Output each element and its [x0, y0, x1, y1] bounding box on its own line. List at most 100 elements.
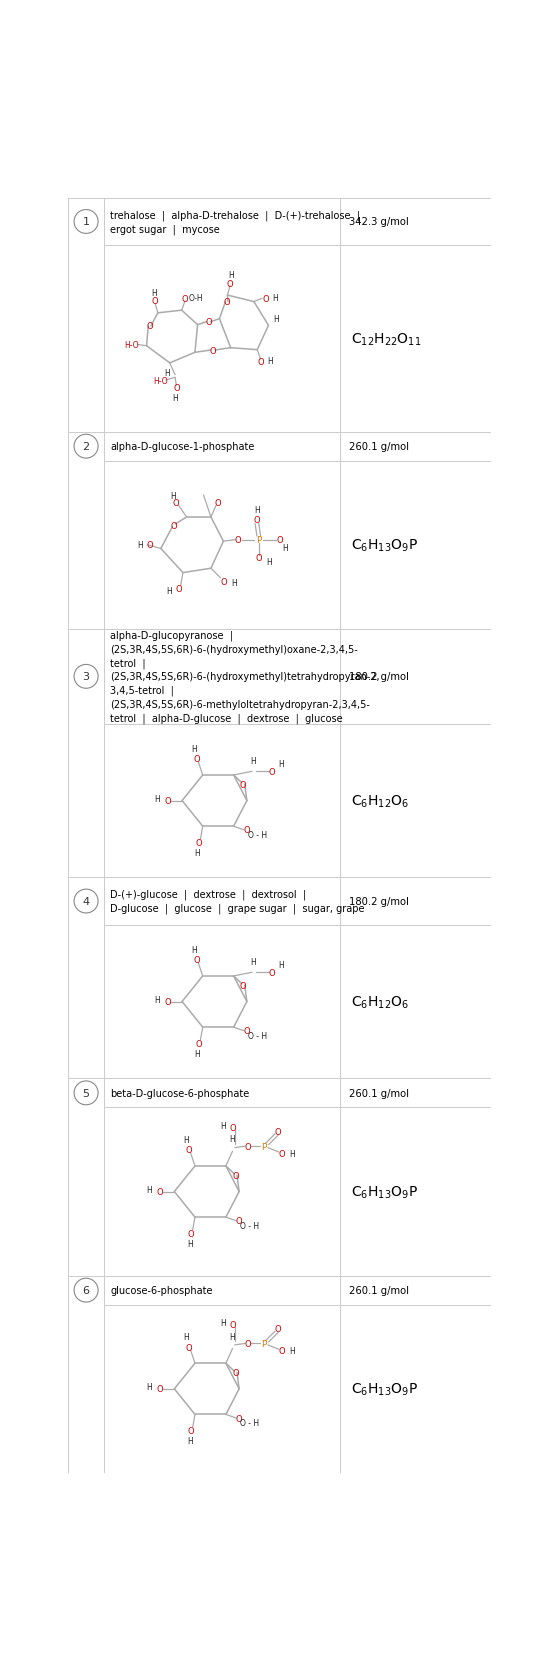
Text: P: P	[262, 1339, 267, 1349]
Text: H: H	[229, 271, 234, 280]
Bar	[104, 725, 340, 877]
Text: H: H	[195, 849, 200, 857]
Text: 180.2 g/mol: 180.2 g/mol	[349, 897, 408, 907]
Bar	[68, 629, 104, 877]
Text: O - H: O - H	[248, 831, 267, 839]
Text: H: H	[172, 394, 178, 402]
Text: 4: 4	[82, 897, 90, 907]
Text: O: O	[156, 1385, 163, 1394]
Text: O: O	[232, 1170, 239, 1180]
Text: O: O	[278, 1347, 285, 1355]
Bar	[104, 1306, 340, 1473]
Text: beta-D-glucose-6-phosphate: beta-D-glucose-6-phosphate	[110, 1089, 250, 1099]
Text: O: O	[244, 826, 250, 834]
Text: O: O	[240, 780, 246, 789]
Text: $\mathregular{C_{6}H_{13}O_{9}P}$: $\mathregular{C_{6}H_{13}O_{9}P}$	[351, 538, 418, 554]
Text: O: O	[235, 536, 241, 544]
Text: H-O: H-O	[124, 341, 139, 349]
Text: H: H	[278, 760, 283, 770]
Text: O: O	[236, 1216, 242, 1226]
Bar	[340, 925, 491, 1079]
Text: H: H	[220, 1122, 226, 1130]
Text: H: H	[146, 1185, 152, 1195]
Text: O: O	[274, 1127, 281, 1137]
Text: H: H	[232, 579, 238, 588]
Text: trehalose  |  alpha-D-trehalose  |  D-(+)-trehalose  |
ergot sugar  |  mycose: trehalose | alpha-D-trehalose | D-(+)-tr…	[110, 210, 360, 235]
Text: $\mathregular{C_{12}H_{22}O_{11}}$: $\mathregular{C_{12}H_{22}O_{11}}$	[351, 331, 422, 348]
Text: $\mathregular{C_{6}H_{13}O_{9}P}$: $\mathregular{C_{6}H_{13}O_{9}P}$	[351, 1183, 418, 1200]
Text: D-(+)-glucose  |  dextrose  |  dextrosol  |
D-glucose  |  glucose  |  grape suga: D-(+)-glucose | dextrose | dextrosol | D…	[110, 889, 365, 914]
Text: O: O	[269, 768, 275, 776]
Text: O: O	[188, 1230, 194, 1238]
Text: $\mathregular{C_{6}H_{12}O_{6}}$: $\mathregular{C_{6}H_{12}O_{6}}$	[351, 793, 410, 809]
Text: O: O	[269, 968, 275, 976]
Text: 260.1 g/mol: 260.1 g/mol	[349, 1286, 409, 1296]
Text: O - H: O - H	[240, 1418, 259, 1427]
Bar	[104, 629, 340, 725]
Text: H: H	[195, 1049, 200, 1058]
Text: H: H	[272, 293, 278, 303]
Text: H: H	[138, 541, 143, 549]
Bar	[340, 462, 491, 629]
Text: H: H	[187, 1437, 193, 1445]
Bar	[104, 877, 340, 925]
Text: H: H	[229, 1135, 235, 1144]
Circle shape	[74, 890, 98, 914]
Text: 260.1 g/mol: 260.1 g/mol	[349, 1089, 409, 1099]
Bar	[68, 1079, 104, 1276]
Text: 180.2 g/mol: 180.2 g/mol	[349, 672, 408, 682]
Text: O: O	[263, 295, 269, 303]
Circle shape	[74, 665, 98, 688]
Bar	[340, 432, 491, 462]
Text: H: H	[187, 1240, 193, 1248]
Text: O: O	[245, 1142, 251, 1150]
Text: $\mathregular{C_{6}H_{13}O_{9}P}$: $\mathregular{C_{6}H_{13}O_{9}P}$	[351, 1380, 418, 1397]
Text: O: O	[244, 1026, 250, 1036]
Text: $\mathregular{C_{6}H_{12}O_{6}}$: $\mathregular{C_{6}H_{12}O_{6}}$	[351, 993, 410, 1010]
Text: O: O	[278, 1149, 285, 1158]
Circle shape	[74, 210, 98, 235]
Text: H: H	[220, 1319, 226, 1327]
Text: O: O	[245, 1339, 251, 1349]
Text: O: O	[240, 981, 246, 990]
Bar	[340, 1306, 491, 1473]
Bar	[104, 1276, 340, 1306]
Bar	[104, 199, 340, 247]
Text: O: O	[156, 1187, 163, 1197]
Text: H: H	[274, 314, 280, 324]
Text: O: O	[210, 346, 216, 356]
Bar	[104, 462, 340, 629]
Text: O: O	[193, 755, 200, 765]
Text: O: O	[186, 1342, 192, 1352]
Bar	[68, 1276, 104, 1473]
Text: H: H	[282, 543, 288, 553]
Text: H: H	[229, 1332, 235, 1341]
Text: O: O	[152, 298, 158, 306]
Bar	[340, 877, 491, 925]
Text: H: H	[183, 1332, 189, 1342]
Text: H: H	[154, 995, 160, 1005]
Text: 1: 1	[82, 217, 90, 227]
Circle shape	[74, 435, 98, 458]
Text: O: O	[164, 998, 171, 1006]
Bar	[104, 247, 340, 432]
Text: alpha-D-glucopyranose  |
(2S,3R,4S,5S,6R)-6-(hydroxymethyl)oxane-2,3,4,5-
tetrol: alpha-D-glucopyranose | (2S,3R,4S,5S,6R)…	[110, 631, 379, 723]
Text: O: O	[236, 1413, 242, 1423]
Bar	[104, 1107, 340, 1276]
Text: O: O	[223, 298, 230, 306]
Text: O: O	[170, 521, 177, 531]
Text: H: H	[191, 745, 197, 753]
Text: O: O	[256, 554, 262, 563]
Text: O: O	[173, 498, 179, 508]
Text: H: H	[278, 962, 283, 970]
Text: O: O	[274, 1324, 281, 1334]
Text: O: O	[193, 955, 200, 965]
Text: glucose-6-phosphate: glucose-6-phosphate	[110, 1286, 212, 1296]
Text: O-H: O-H	[189, 293, 204, 303]
Bar	[340, 1107, 491, 1276]
Bar	[340, 725, 491, 877]
Text: 5: 5	[82, 1089, 90, 1099]
Text: 3: 3	[82, 672, 90, 682]
Text: O: O	[230, 1124, 236, 1132]
Text: H: H	[254, 506, 260, 515]
